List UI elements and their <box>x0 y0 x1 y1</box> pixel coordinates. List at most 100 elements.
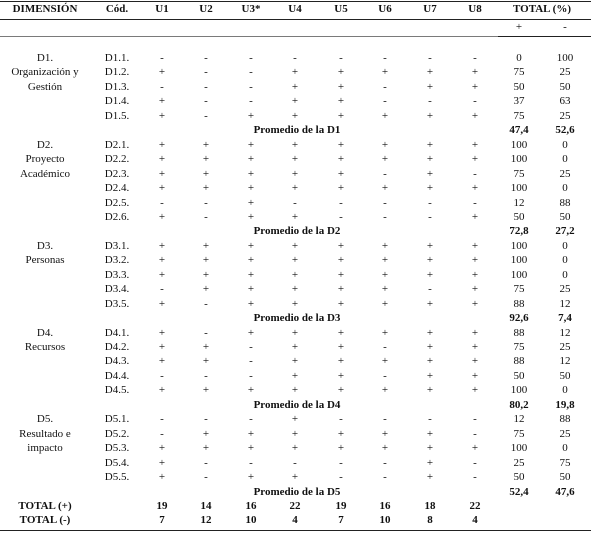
dimension-label: Recursos <box>24 341 66 353</box>
row-mark: + <box>202 355 210 368</box>
row-mark: - <box>249 66 253 79</box>
row-minus: 88 <box>559 196 571 209</box>
average-label: Promedio de la D5 <box>253 485 341 498</box>
dimension-label: Resultado e <box>19 427 71 440</box>
row-mark: + <box>381 283 389 296</box>
row-mark: + <box>158 254 166 267</box>
dimension-label: Gestión <box>27 80 63 93</box>
row-mark: - <box>204 95 208 108</box>
row-plus: 75 <box>513 283 525 296</box>
row-mark: + <box>471 283 479 296</box>
row-mark: + <box>381 326 389 339</box>
total-value: 22 <box>469 499 481 512</box>
row-mark: + <box>202 182 210 195</box>
row-mark: + <box>471 341 479 353</box>
row-mark: + <box>426 66 434 79</box>
row-minus: 75 <box>559 456 571 469</box>
row-minus: 0 <box>562 442 568 455</box>
row-code: D4.1. <box>104 326 130 339</box>
row-mark: + <box>247 384 255 397</box>
row-mark: - <box>160 52 164 64</box>
total-value: 18 <box>424 499 436 512</box>
row-mark: - <box>293 52 297 64</box>
row-mark: + <box>158 66 166 79</box>
row-mark: - <box>383 456 387 469</box>
row-mark: + <box>291 210 299 223</box>
header-total: TOTAL (%) <box>513 3 571 15</box>
row-mark: - <box>339 471 343 484</box>
row-mark: - <box>383 210 387 223</box>
row-code: D2.1. <box>104 138 130 151</box>
row-mark: - <box>339 196 343 209</box>
row-mark: - <box>204 413 208 426</box>
row-minus: 0 <box>562 239 568 252</box>
row-mark: + <box>202 442 210 455</box>
total-value: 10 <box>245 514 257 527</box>
row-mark: + <box>471 369 479 382</box>
row-mark: + <box>247 283 255 296</box>
row-mark: + <box>158 138 166 151</box>
row-mark: + <box>337 95 345 108</box>
header-plus: + <box>515 21 523 33</box>
row-code: D4.2. <box>104 341 130 353</box>
row-mark: + <box>337 268 345 281</box>
row-mark: + <box>337 80 345 93</box>
row-mark: + <box>381 254 389 267</box>
row-plus: 100 <box>510 182 528 195</box>
row-mark: - <box>473 456 477 469</box>
total-value: 7 <box>159 514 165 527</box>
row-mark: + <box>158 95 166 108</box>
row-mark: - <box>249 355 253 368</box>
header-user: U3* <box>241 3 261 15</box>
row-mark: - <box>160 413 164 426</box>
row-code: D2.4. <box>104 182 130 195</box>
row-mark: + <box>247 326 255 339</box>
row-mark: + <box>471 153 479 166</box>
row-mark: + <box>426 326 434 339</box>
dimension-label: D3. <box>36 239 54 252</box>
row-code: D5.3. <box>104 442 130 455</box>
row-plus: 88 <box>513 297 525 310</box>
row-mark: + <box>426 138 434 151</box>
total-value: 14 <box>200 499 212 512</box>
row-minus: 12 <box>559 297 571 310</box>
row-mark: + <box>291 369 299 382</box>
row-mark: + <box>291 442 299 455</box>
row-plus: 100 <box>510 384 528 397</box>
row-code: D5.5. <box>104 471 130 484</box>
row-mark: + <box>471 384 479 397</box>
row-plus: 100 <box>510 268 528 281</box>
dimension-label: D1. <box>36 52 54 64</box>
dimension-label: D5. <box>36 413 54 426</box>
row-mark: + <box>426 355 434 368</box>
row-plus: 75 <box>513 341 525 353</box>
row-mark: + <box>471 210 479 223</box>
row-plus: 100 <box>510 153 528 166</box>
row-code: D2.2. <box>104 153 130 166</box>
row-mark: + <box>202 167 210 180</box>
dimension-label: Personas <box>25 254 65 267</box>
row-code: D3.4. <box>104 283 130 296</box>
row-mark: + <box>337 427 345 440</box>
header-user: U2 <box>199 3 213 15</box>
row-mark: - <box>383 341 387 353</box>
row-mark: - <box>383 52 387 64</box>
row-mark: + <box>337 355 345 368</box>
row-mark: - <box>473 427 477 440</box>
row-mark: + <box>247 427 255 440</box>
total-value: 19 <box>156 499 168 512</box>
row-mark: - <box>473 95 477 108</box>
row-mark: + <box>158 341 166 353</box>
row-mark: + <box>291 153 299 166</box>
row-mark: + <box>158 109 166 122</box>
row-mark: + <box>247 297 255 310</box>
row-mark: + <box>471 239 479 252</box>
row-mark: + <box>202 239 210 252</box>
row-mark: - <box>428 196 432 209</box>
top-rule <box>0 1 591 2</box>
row-minus: 0 <box>562 384 568 397</box>
row-mark: + <box>471 80 479 93</box>
row-mark: - <box>339 210 343 223</box>
row-minus: 25 <box>559 109 571 122</box>
average-plus: 72,8 <box>509 225 529 238</box>
